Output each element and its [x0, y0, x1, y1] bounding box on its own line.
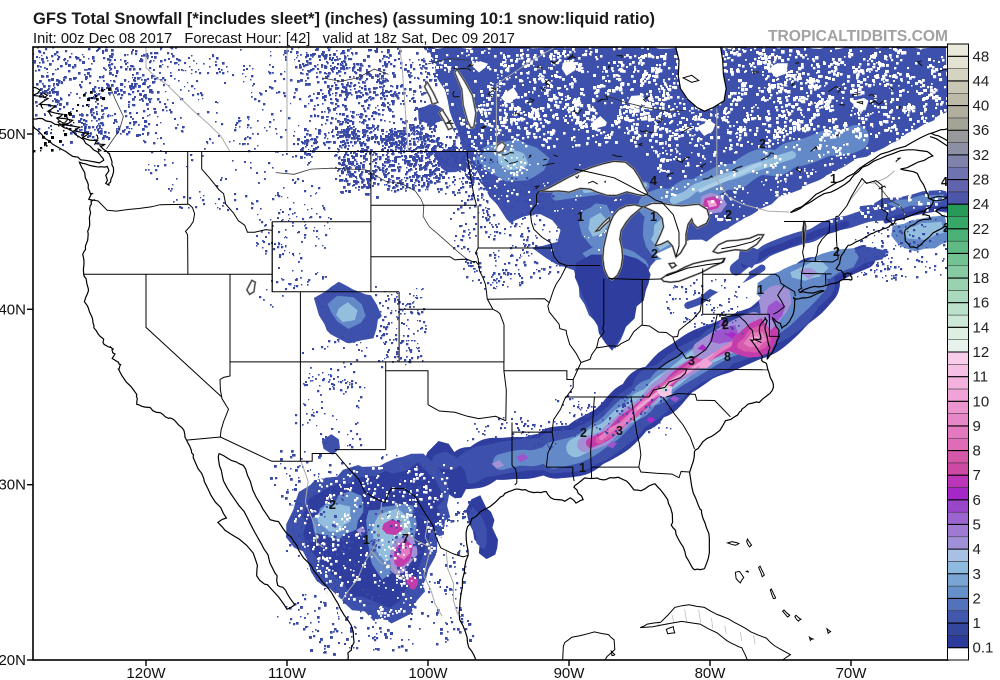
svg-text:40: 40: [973, 98, 990, 115]
svg-text:Init: 00z Dec 08 2017 Foreca: Init: 00z Dec 08 2017 Forecast Hour: [42…: [33, 30, 515, 47]
svg-text:4: 4: [973, 541, 981, 558]
svg-text:22: 22: [973, 221, 990, 238]
svg-text:16: 16: [973, 295, 990, 312]
svg-text:2: 2: [722, 318, 729, 332]
svg-text:1: 1: [757, 283, 764, 297]
svg-text:2: 2: [651, 247, 658, 261]
svg-text:1: 1: [650, 210, 657, 224]
svg-text:30N: 30N: [0, 477, 26, 494]
svg-text:36: 36: [973, 122, 990, 139]
svg-text:2: 2: [721, 315, 728, 329]
svg-text:1: 1: [579, 461, 586, 475]
svg-text:GFS Total Snowfall [*includes: GFS Total Snowfall [*includes sleet*] (i…: [33, 9, 655, 28]
svg-text:10: 10: [973, 393, 990, 410]
svg-text:0.1: 0.1: [973, 640, 994, 657]
svg-text:2: 2: [833, 245, 840, 259]
svg-text:2: 2: [943, 221, 950, 235]
svg-text:TROPICALTIDBITS.COM: TROPICALTIDBITS.COM: [768, 28, 948, 45]
svg-text:24: 24: [973, 196, 990, 213]
svg-text:4: 4: [650, 174, 657, 188]
svg-text:7: 7: [973, 467, 981, 484]
svg-text:2: 2: [580, 426, 587, 440]
svg-text:2: 2: [725, 208, 732, 222]
svg-text:20N: 20N: [0, 652, 26, 669]
svg-text:1: 1: [973, 615, 981, 632]
svg-text:110W: 110W: [268, 665, 307, 680]
svg-text:2: 2: [759, 137, 766, 151]
svg-text:32: 32: [973, 147, 990, 164]
svg-text:18: 18: [973, 270, 990, 287]
svg-text:8: 8: [973, 443, 981, 460]
svg-text:90W: 90W: [554, 665, 586, 680]
svg-text:100W: 100W: [408, 665, 448, 680]
svg-text:80W: 80W: [695, 665, 727, 680]
svg-text:120W: 120W: [126, 665, 166, 680]
svg-text:4: 4: [941, 175, 948, 189]
svg-text:20: 20: [973, 245, 990, 262]
svg-text:5: 5: [973, 516, 981, 533]
svg-text:14: 14: [973, 319, 990, 336]
svg-text:8: 8: [724, 350, 731, 364]
svg-text:70W: 70W: [836, 665, 868, 680]
svg-text:40N: 40N: [0, 301, 26, 318]
svg-text:1: 1: [830, 172, 837, 186]
svg-text:44: 44: [973, 73, 990, 90]
svg-text:6: 6: [973, 492, 981, 509]
svg-text:11: 11: [973, 369, 989, 386]
svg-text:1: 1: [577, 210, 584, 224]
svg-text:2: 2: [973, 590, 981, 607]
svg-text:12: 12: [973, 344, 990, 361]
svg-text:1: 1: [363, 533, 370, 547]
svg-text:28: 28: [973, 172, 990, 189]
svg-text:9: 9: [973, 418, 981, 435]
svg-text:2: 2: [329, 498, 336, 512]
svg-text:3: 3: [616, 424, 623, 438]
svg-text:3: 3: [688, 354, 695, 368]
svg-text:48: 48: [973, 48, 990, 65]
svg-text:3: 3: [973, 566, 981, 583]
svg-text:7: 7: [402, 532, 409, 546]
svg-text:50N: 50N: [0, 126, 26, 143]
